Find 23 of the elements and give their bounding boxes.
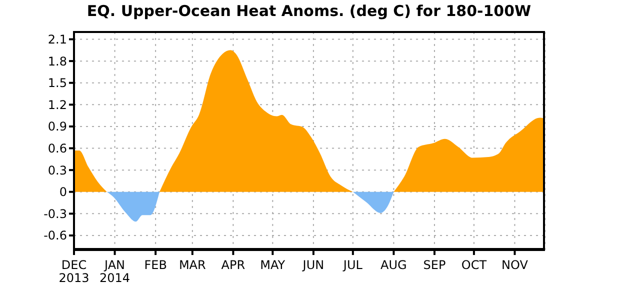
y-tick-label: -0.6: [44, 228, 67, 243]
chart-title: EQ. Upper-Ocean Heat Anoms. (deg C) for 180-100W: [86, 2, 532, 20]
x-tick-label: APR: [221, 258, 246, 272]
y-tick-label: 1.5: [48, 76, 67, 90]
y-tick-label: 2.1: [48, 32, 67, 47]
x-tick-label: JAN 2014: [100, 258, 130, 285]
x-tick-label: MAY: [260, 258, 286, 272]
y-tick-label: 1.8: [48, 54, 67, 68]
x-tick-label: SEP: [423, 258, 446, 272]
x-tick-label: OCT: [461, 258, 488, 272]
x-tick-label: JUL: [342, 258, 363, 272]
y-tick-label: -0.3: [44, 206, 67, 221]
x-tick-label: FEB: [144, 258, 167, 272]
y-tick-label: 0.9: [48, 120, 67, 134]
x-tick-label: MAR: [178, 258, 206, 272]
x-tick-label: DEC 2013: [58, 258, 90, 285]
y-tick-label: 0: [59, 185, 67, 200]
y-tick-label: 1.2: [48, 98, 67, 112]
x-tick-label: NOV: [502, 258, 529, 272]
x-tick-label: AUG: [380, 258, 407, 272]
y-tick-label: 0.3: [48, 163, 67, 178]
x-tick-label: JUN: [302, 258, 324, 272]
y-tick-label: 0.6: [48, 142, 67, 156]
